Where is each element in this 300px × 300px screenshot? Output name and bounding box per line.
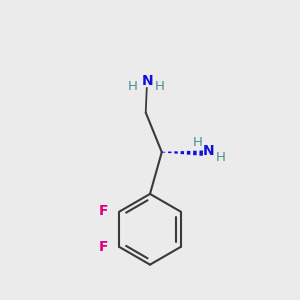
Text: H: H xyxy=(193,136,202,149)
Text: F: F xyxy=(99,240,109,254)
Text: H: H xyxy=(128,80,138,93)
Text: F: F xyxy=(99,204,109,218)
Text: H: H xyxy=(216,152,226,164)
Text: H: H xyxy=(155,80,165,93)
Text: N: N xyxy=(141,74,153,88)
Text: N: N xyxy=(202,144,214,158)
